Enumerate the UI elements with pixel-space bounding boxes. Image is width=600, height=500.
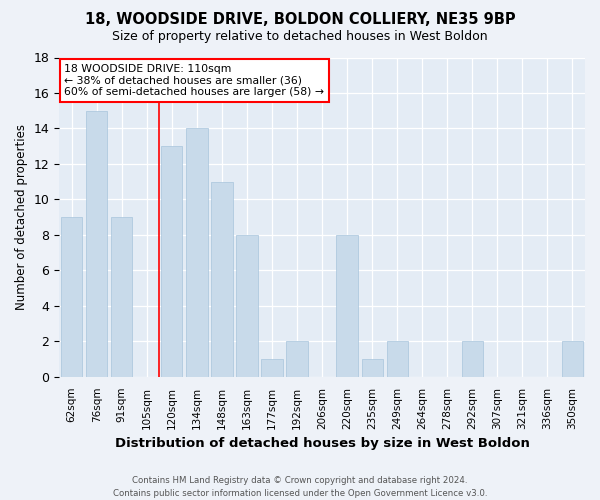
Bar xyxy=(211,182,233,377)
Bar xyxy=(86,110,107,377)
Bar xyxy=(562,342,583,377)
Bar xyxy=(236,235,257,377)
Bar xyxy=(161,146,182,377)
Bar xyxy=(262,359,283,377)
Bar xyxy=(61,217,82,377)
Text: 18, WOODSIDE DRIVE, BOLDON COLLIERY, NE35 9BP: 18, WOODSIDE DRIVE, BOLDON COLLIERY, NE3… xyxy=(85,12,515,28)
X-axis label: Distribution of detached houses by size in West Boldon: Distribution of detached houses by size … xyxy=(115,437,530,450)
Bar xyxy=(286,342,308,377)
Bar xyxy=(186,128,208,377)
Bar xyxy=(111,217,133,377)
Bar xyxy=(386,342,408,377)
Text: 18 WOODSIDE DRIVE: 110sqm
← 38% of detached houses are smaller (36)
60% of semi-: 18 WOODSIDE DRIVE: 110sqm ← 38% of detac… xyxy=(64,64,325,97)
Text: Size of property relative to detached houses in West Boldon: Size of property relative to detached ho… xyxy=(112,30,488,43)
Bar xyxy=(362,359,383,377)
Text: Contains HM Land Registry data © Crown copyright and database right 2024.
Contai: Contains HM Land Registry data © Crown c… xyxy=(113,476,487,498)
Y-axis label: Number of detached properties: Number of detached properties xyxy=(15,124,28,310)
Bar xyxy=(337,235,358,377)
Bar xyxy=(461,342,483,377)
